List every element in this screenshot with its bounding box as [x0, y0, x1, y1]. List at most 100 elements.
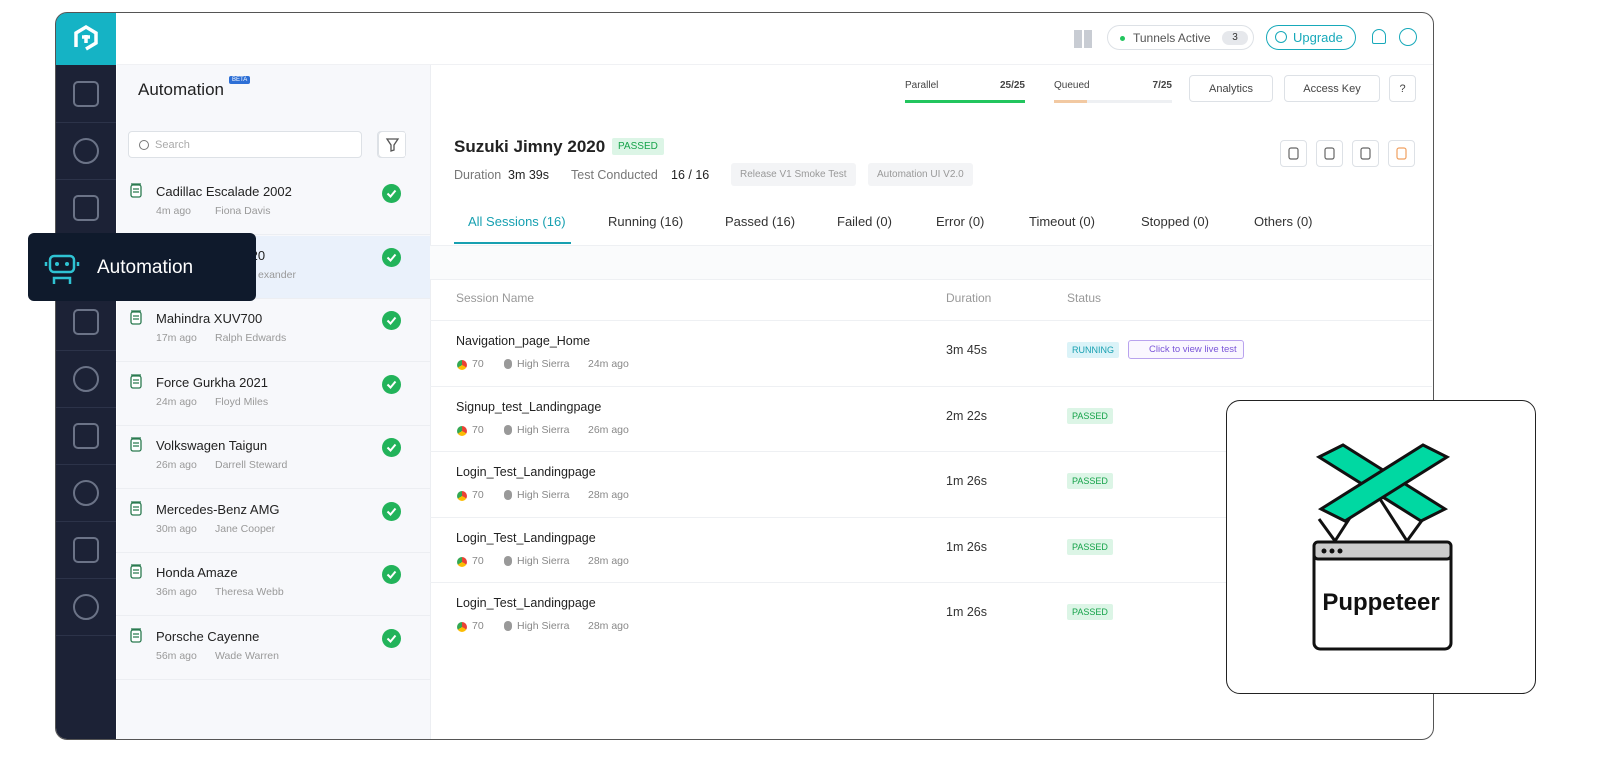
session-status: PASSED	[1067, 604, 1113, 621]
stat-value: 7/25	[1152, 80, 1172, 91]
browser-version: 70	[472, 423, 484, 436]
apps-icon[interactable]	[1074, 30, 1092, 48]
list-item[interactable]: Porsche Cayenne 56m ago Wade Warren	[116, 617, 430, 680]
list-item[interactable]: Mercedes-Benz AMG 30m ago Jane Cooper	[116, 490, 430, 553]
live-test-button[interactable]: Click to view live test	[1128, 340, 1244, 359]
session-status: PASSED	[1067, 473, 1113, 490]
item-check	[382, 501, 401, 521]
browser-version: 70	[472, 554, 484, 567]
session-duration: 1m 26s	[946, 474, 987, 489]
tab[interactable]: All Sessions (16)	[468, 214, 566, 229]
sidebar-icon[interactable]	[73, 594, 99, 620]
item-icon	[130, 373, 142, 389]
robot-icon	[44, 254, 80, 284]
session-duration: 1m 26s	[946, 605, 987, 620]
puppeteer-logo	[1312, 443, 1453, 651]
sidebar-divider	[56, 521, 116, 522]
action-button[interactable]	[1280, 140, 1307, 167]
session-duration: 1m 26s	[946, 539, 987, 554]
action-button[interactable]	[1352, 140, 1379, 167]
row-border	[430, 516, 1432, 518]
session-name: Login_Test_Landingpage	[456, 465, 596, 480]
search-icon	[139, 140, 149, 150]
item-name: Mahindra XUV700	[156, 311, 263, 326]
upgrade-button[interactable]: Upgrade	[1266, 25, 1356, 50]
item-name: Force Gurkha 2021	[156, 374, 269, 390]
duration-label: Duration	[454, 168, 502, 182]
session-name: Signup_test_Landingpage	[456, 399, 602, 414]
header-button[interactable]: Access Key	[1284, 75, 1380, 102]
app-window	[55, 12, 1434, 740]
tab[interactable]: Error (0)	[936, 214, 985, 229]
profile-icon[interactable]	[1399, 28, 1417, 46]
sidebar-icon[interactable]	[73, 537, 99, 563]
header-button[interactable]: Analytics	[1189, 75, 1273, 102]
tooltip-label: Automation	[97, 257, 194, 278]
sidebar-icon[interactable]	[73, 138, 99, 164]
sidebar-icon[interactable]	[73, 366, 99, 392]
row-border	[430, 385, 1432, 387]
sidebar-icon[interactable]	[73, 81, 99, 107]
bell-icon[interactable]	[1372, 29, 1386, 44]
sidebar-divider	[56, 464, 116, 465]
logo-icon	[74, 24, 98, 51]
list-panel	[117, 65, 431, 739]
action-button[interactable]	[1316, 140, 1343, 167]
stat-bar	[905, 100, 1025, 103]
item-icon	[130, 182, 142, 198]
os-name: High Sierra	[517, 489, 570, 502]
action-button[interactable]	[1388, 140, 1415, 167]
session-name: Login_Test_Landingpage	[456, 530, 596, 545]
item-user: Theresa Webb	[215, 586, 284, 598]
test-title: Suzuki Jimny 2020	[454, 137, 606, 156]
session-time: 28m ago	[588, 489, 629, 502]
item-user: Darrell Steward	[215, 459, 288, 471]
tab[interactable]: Others (0)	[1254, 214, 1313, 229]
list-item[interactable]: Force Gurkha 2021 24m ago Floyd Miles	[116, 363, 430, 426]
item-name: Mercedes-Benz AMG	[156, 501, 280, 517]
item-user: Jane Cooper	[215, 522, 276, 535]
stat-label: Parallel	[905, 80, 939, 91]
item-check	[382, 565, 401, 584]
browser-version: 70	[472, 358, 484, 370]
sidebar-icon[interactable]	[73, 423, 99, 449]
tabs-border	[430, 245, 1432, 280]
tab[interactable]: Timeout (0)	[1029, 214, 1095, 229]
puppeteer-card: Puppeteer	[1226, 400, 1536, 694]
row-border	[430, 320, 1432, 321]
filter-button[interactable]	[377, 131, 406, 158]
sidebar-icon[interactable]	[73, 480, 99, 506]
list-item[interactable]: Volkswagen Taigun 26m ago Darrell Steward	[116, 426, 430, 489]
sidebar-icon[interactable]	[73, 195, 99, 221]
browser-icon	[457, 360, 467, 370]
tab[interactable]: Failed (0)	[837, 214, 892, 229]
header-button[interactable]: ?	[1389, 75, 1416, 102]
item-time: 17m ago	[156, 332, 197, 344]
sidebar-icon[interactable]	[73, 309, 99, 335]
row-border	[430, 451, 1432, 453]
tab[interactable]: Stopped (0)	[1141, 214, 1209, 229]
search-box[interactable]: Search	[128, 131, 362, 158]
puppeteer-label: Puppeteer	[1322, 589, 1440, 616]
list-item[interactable]: Cadillac Escalade 2002 4m ago Fiona Davis	[116, 172, 430, 235]
sidebar-divider	[56, 122, 116, 123]
tunnels-count: 3	[1222, 31, 1248, 45]
tunnels-pill[interactable]: Tunnels Active 3	[1107, 25, 1254, 50]
test-tag: Release V1 Smoke Test	[731, 163, 856, 186]
list-item[interactable]: Honda Amaze 36m ago Theresa Webb	[116, 553, 430, 616]
tab[interactable]: Running (16)	[608, 214, 684, 229]
column-header: Duration	[946, 291, 992, 305]
item-user: Fiona Davis	[215, 205, 271, 217]
list-item[interactable]: Mahindra XUV700 17m ago Ralph Edwards	[116, 299, 430, 362]
item-check	[382, 184, 401, 203]
browser-version: 70	[472, 489, 484, 502]
os-name: High Sierra	[517, 620, 570, 633]
tab[interactable]: Passed (16)	[725, 214, 796, 229]
browser-icon	[457, 491, 467, 502]
item-check	[382, 311, 401, 330]
os-icon	[504, 555, 512, 566]
tunnel-dot	[1120, 36, 1125, 41]
duration-value: 3m 39s	[508, 168, 549, 182]
search-placeholder: Search	[155, 139, 190, 151]
